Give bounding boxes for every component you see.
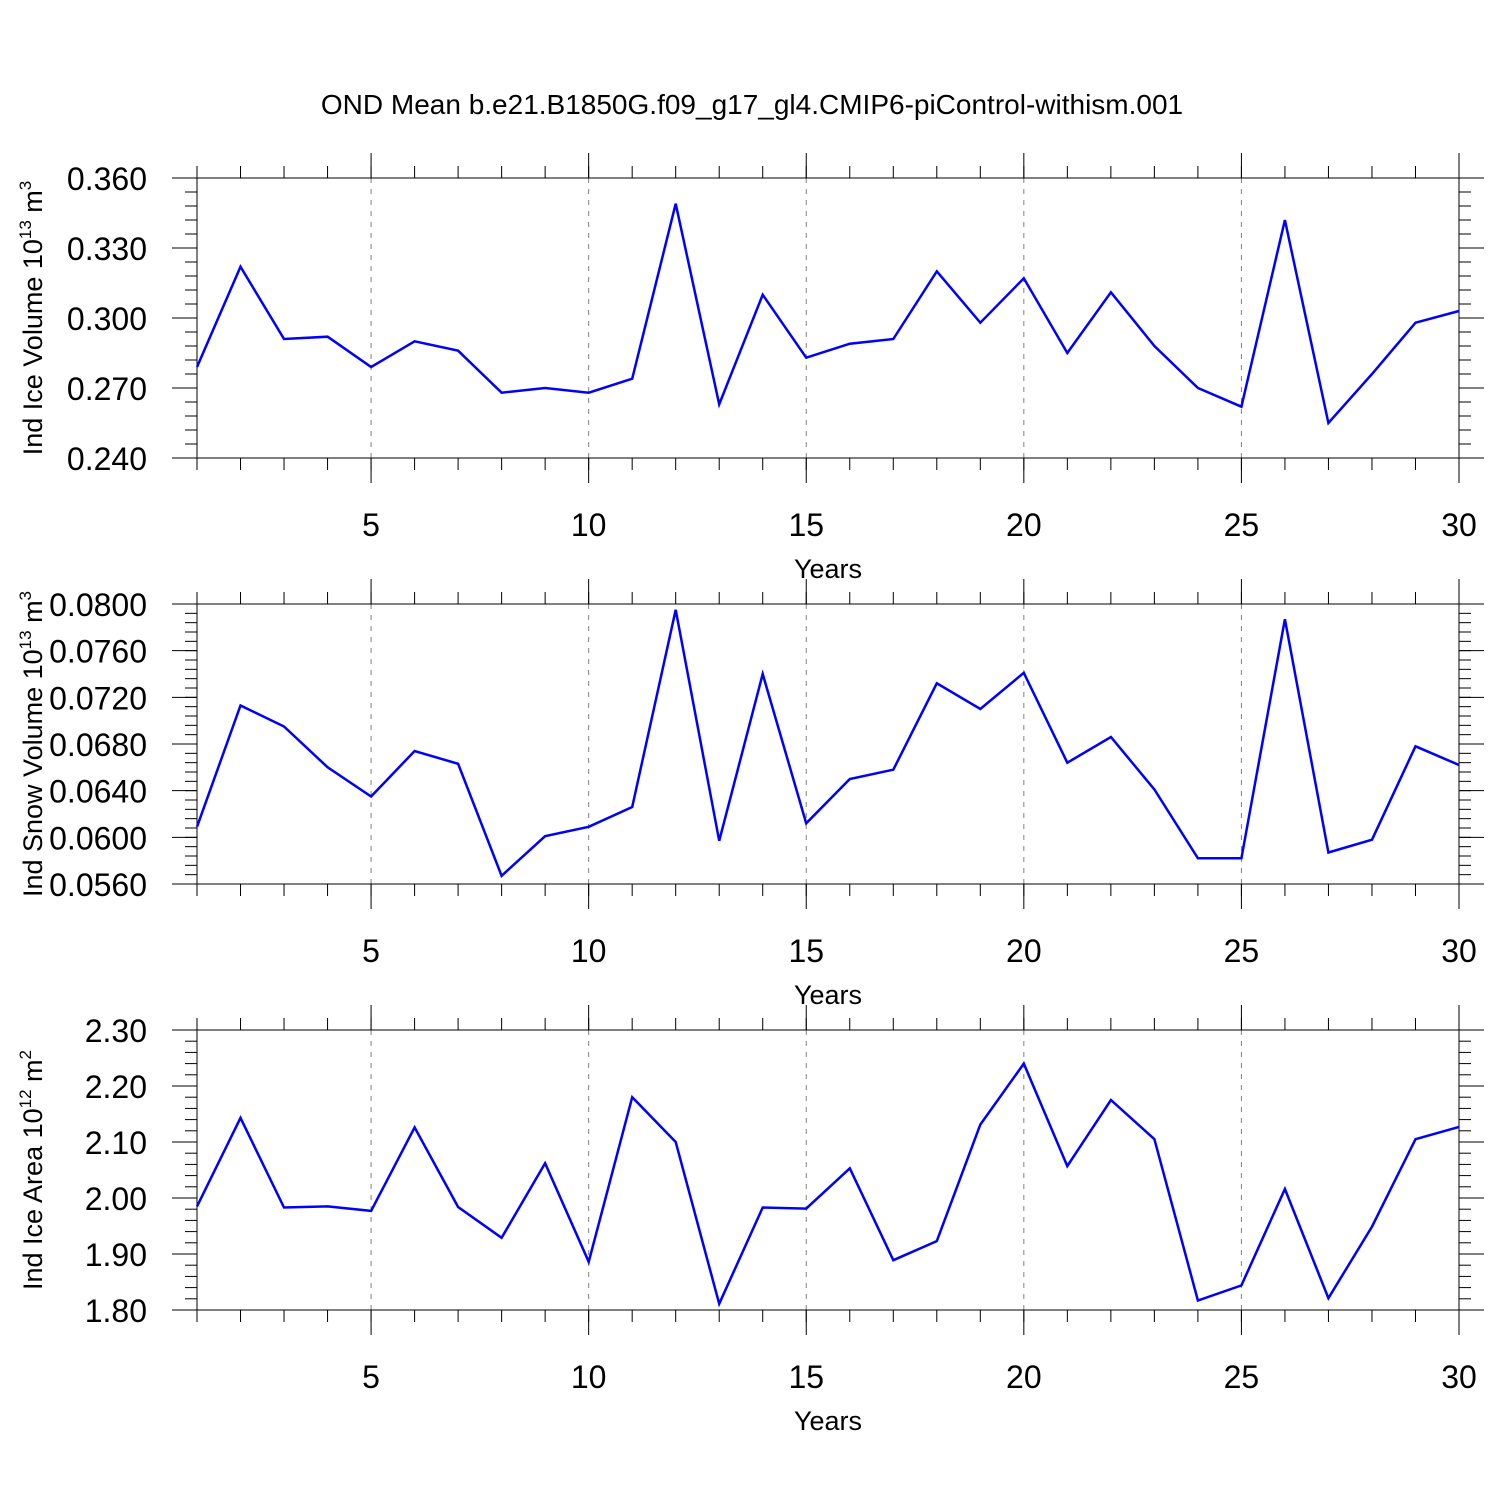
x-tick-label: 10 (571, 1359, 607, 1395)
y-tick-label: 0.300 (67, 301, 147, 337)
y-axis-label-exponent: 12 (16, 1089, 35, 1108)
x-tick-label: 15 (788, 1359, 824, 1395)
x-tick-label: 25 (1224, 1359, 1260, 1395)
y-tick-label: 0.0680 (49, 727, 147, 763)
data-line (195, 203, 1460, 426)
x-tick-label: 15 (788, 507, 824, 543)
y-tick-label: 0.0760 (49, 634, 147, 670)
y-tick-label: 0.330 (67, 231, 147, 267)
x-tick-label: 30 (1441, 1359, 1477, 1395)
y-tick-label: 2.30 (85, 1013, 147, 1049)
y-tick-label: 0.270 (67, 371, 147, 407)
plot-frame (196, 603, 1460, 885)
x-tick-label: 30 (1441, 933, 1477, 969)
x-tick-label: 5 (362, 1359, 380, 1395)
plot-frame (196, 1029, 1460, 1311)
y-tick-label: 0.0800 (49, 587, 147, 623)
y-tick-label: 2.10 (85, 1125, 147, 1161)
y-axis-label-base: Ind Ice Area 10 (18, 1108, 48, 1290)
y-tick-label: 0.360 (67, 161, 147, 197)
x-tick-label: 20 (1006, 1359, 1042, 1395)
y-axis-label-unit-exponent: 3 (16, 181, 35, 190)
x-tick-label: 15 (788, 933, 824, 969)
y-tick-label: 0.0600 (49, 820, 147, 856)
y-axis-label-unit: m (18, 600, 48, 630)
chart-title: OND Mean b.e21.B1850G.f09_g17_gl4.CMIP6-… (321, 89, 1183, 120)
y-axis-label-base: Ind Ice Volume 10 (18, 239, 48, 455)
y-axis-label: Ind Ice Area 1012 m2 (16, 1050, 48, 1290)
x-axis-label: Years (794, 554, 862, 584)
y-axis-label-exponent: 13 (16, 630, 35, 649)
x-axis-label: Years (794, 980, 862, 1010)
x-tick-label: 5 (362, 507, 380, 543)
y-tick-label: 2.00 (85, 1181, 147, 1217)
y-tick-label: 0.0560 (49, 867, 147, 903)
y-axis-label-unit: m (18, 190, 48, 220)
y-axis-label-unit-exponent: 2 (16, 1050, 35, 1059)
plot-frame (196, 177, 1460, 459)
y-tick-label: 0.240 (67, 441, 147, 477)
x-tick-label: 30 (1441, 507, 1477, 543)
panels: 5 10 15 20 25 300.2400.2700.3000.3300.360Year… (16, 153, 1484, 1436)
x-tick-label: 20 (1006, 507, 1042, 543)
y-axis-label-unit-exponent: 3 (16, 591, 35, 600)
x-tick-label: 25 (1224, 507, 1260, 543)
y-axis-label: Ind Ice Volume 1013 m3 (16, 181, 48, 456)
y-axis-label-unit: m (18, 1059, 48, 1089)
chart-panel-3: 5 10 15 20 25 30 1.80 1.90 2.00 2.10 2.20 2.30 Years… (16, 1005, 1484, 1436)
y-tick-label: 1.80 (85, 1293, 147, 1329)
y-tick-label: 0.0720 (49, 680, 147, 716)
chart-panel-2: 5 10 15 20 25 30 0.0560 0.0600 0.0640 0.0680 0.072… (16, 579, 1484, 1010)
x-tick-label: 20 (1006, 933, 1042, 969)
x-tick-label: 10 (571, 507, 607, 543)
x-axis-label: Years (794, 1406, 862, 1436)
x-tick-label: 5 (362, 933, 380, 969)
y-axis-label: Ind Snow Volume 1013 m3 (16, 591, 48, 897)
y-tick-label: 2.20 (85, 1069, 147, 1105)
y-tick-label: 0.0640 (49, 774, 147, 810)
chart-panel-1: 5 10 15 20 25 30 0.240 0.270 0.300 0.330 0.360 Year… (16, 153, 1484, 584)
x-tick-label: 25 (1224, 933, 1260, 969)
data-line (195, 609, 1460, 878)
y-axis-label-base: Ind Snow Volume 10 (18, 649, 48, 897)
y-tick-label: 1.90 (85, 1237, 147, 1273)
data-line (195, 1061, 1460, 1308)
y-axis-label-exponent: 13 (16, 220, 35, 239)
x-tick-label: 10 (571, 933, 607, 969)
